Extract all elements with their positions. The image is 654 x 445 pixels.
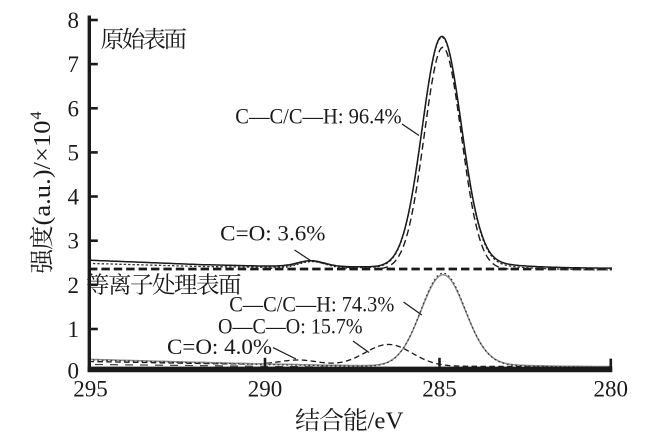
svg-text:4: 4 xyxy=(28,112,45,120)
svg-text:290: 290 xyxy=(248,377,283,402)
svg-text:2: 2 xyxy=(68,273,80,298)
svg-text:8: 8 xyxy=(68,8,80,33)
svg-text:1: 1 xyxy=(68,317,80,342)
svg-text:C=O: 3.6%: C=O: 3.6% xyxy=(220,220,325,245)
svg-text:(a.u.)/×10: (a.u.)/×10 xyxy=(30,121,56,226)
svg-text:295: 295 xyxy=(73,377,108,402)
svg-text:6: 6 xyxy=(68,96,80,121)
svg-text:3: 3 xyxy=(68,229,80,254)
svg-text:0: 0 xyxy=(68,359,80,384)
svg-text:5: 5 xyxy=(68,140,80,165)
svg-text:C—C/C—H: 96.4%: C—C/C—H: 96.4% xyxy=(235,104,401,129)
svg-text:C—C/C—H: 74.3%: C—C/C—H: 74.3% xyxy=(229,291,394,316)
svg-text:C=O: 4.0%: C=O: 4.0% xyxy=(167,334,272,359)
svg-text:7: 7 xyxy=(68,52,80,77)
svg-text:280: 280 xyxy=(594,377,629,402)
svg-text:285: 285 xyxy=(422,377,457,402)
svg-text:/eV: /eV xyxy=(368,409,405,435)
svg-text:4: 4 xyxy=(68,185,80,210)
svg-text:O—C—O: 15.7%: O—C—O: 15.7% xyxy=(218,313,363,338)
